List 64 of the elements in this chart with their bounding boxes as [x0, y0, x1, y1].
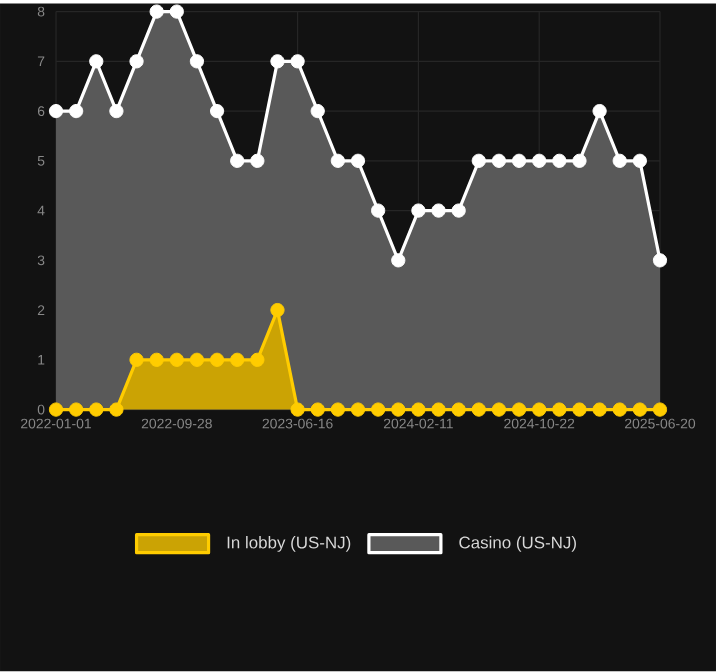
point — [371, 402, 386, 417]
point — [350, 153, 366, 169]
point — [109, 402, 124, 417]
point — [129, 54, 144, 69]
point — [69, 104, 84, 119]
point — [169, 4, 184, 19]
point — [250, 352, 265, 368]
point — [391, 253, 406, 268]
point — [552, 153, 567, 169]
point — [552, 402, 567, 417]
point — [451, 203, 466, 218]
point — [310, 402, 325, 417]
point — [592, 104, 607, 119]
point — [431, 203, 446, 218]
point — [532, 402, 547, 417]
point — [250, 153, 265, 169]
point — [652, 253, 668, 268]
legend-label: Casino (US-NJ) — [459, 536, 576, 553]
point — [371, 203, 386, 218]
point — [109, 104, 124, 119]
point — [169, 352, 184, 368]
point — [209, 104, 225, 119]
point — [451, 402, 466, 417]
point — [592, 402, 607, 417]
point — [511, 402, 527, 417]
point — [149, 352, 164, 368]
point — [491, 402, 507, 417]
point — [612, 153, 627, 169]
point — [572, 402, 587, 417]
point — [69, 402, 84, 417]
point — [189, 54, 205, 69]
point — [270, 54, 285, 69]
point — [431, 402, 446, 417]
point — [471, 153, 486, 169]
point — [270, 303, 285, 318]
point — [411, 402, 426, 417]
point — [612, 402, 627, 417]
point — [48, 402, 64, 417]
point — [290, 54, 305, 69]
point — [209, 352, 225, 368]
point — [491, 153, 507, 169]
point — [230, 153, 245, 169]
point — [230, 352, 245, 368]
point — [652, 402, 668, 417]
point — [48, 104, 64, 119]
point — [471, 402, 486, 417]
point — [532, 153, 547, 169]
point — [632, 402, 647, 417]
legend-label: In lobby (US-NJ) — [227, 536, 351, 553]
point — [149, 4, 164, 19]
point — [632, 153, 647, 169]
point — [189, 352, 205, 368]
point — [411, 203, 426, 218]
point — [391, 402, 406, 417]
point — [290, 402, 305, 417]
point — [572, 153, 587, 169]
point — [89, 54, 104, 69]
point — [330, 402, 345, 417]
point — [89, 402, 104, 417]
point — [511, 153, 527, 169]
point — [129, 352, 144, 368]
point — [350, 402, 366, 417]
point — [330, 153, 345, 169]
point — [310, 104, 325, 119]
